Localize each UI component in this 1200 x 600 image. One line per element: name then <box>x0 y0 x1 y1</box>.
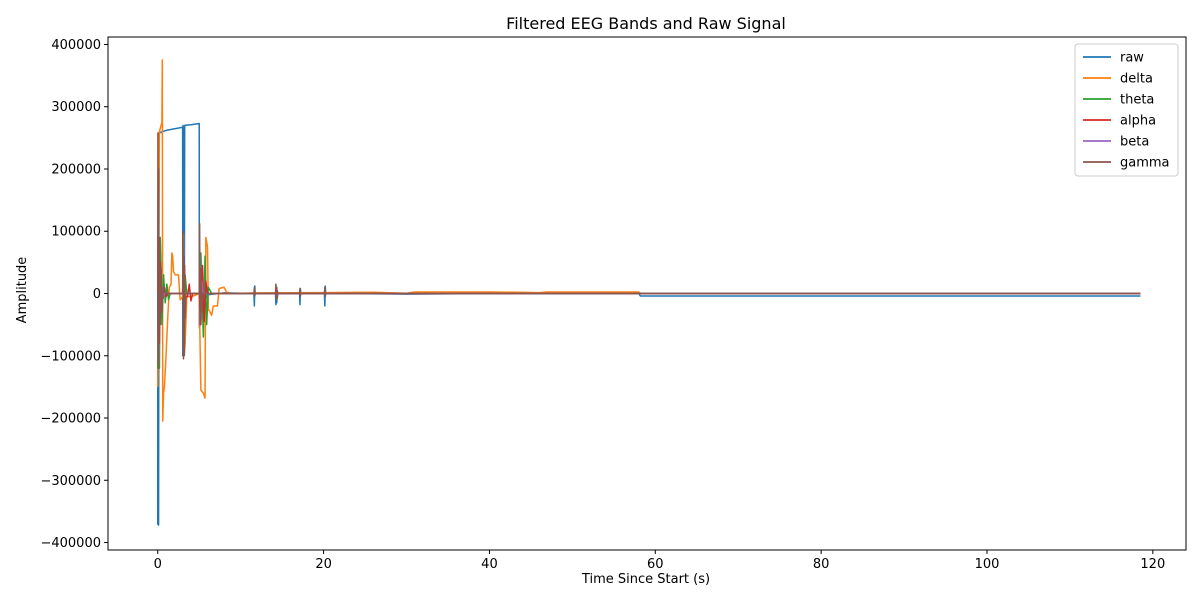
legend-label-gamma: gamma <box>1120 156 1170 171</box>
y-tick-label: −300000 <box>40 474 101 489</box>
x-tick-label: 0 <box>154 557 162 572</box>
y-tick-label: 300000 <box>51 100 101 115</box>
series-layer <box>157 59 1141 526</box>
y-tick-label: 0 <box>93 287 101 302</box>
legend-label-beta: beta <box>1120 135 1149 150</box>
legend-box <box>1074 43 1179 177</box>
x-tick-label: 60 <box>647 557 664 572</box>
y-tick-label: −200000 <box>40 412 101 427</box>
y-tick-label: 100000 <box>51 225 101 240</box>
legend-label-delta: delta <box>1120 72 1153 87</box>
series-line-gamma <box>157 132 1141 369</box>
x-tick-label: 100 <box>975 557 1000 572</box>
legend-label-theta: theta <box>1120 93 1154 108</box>
y-tick-label: 400000 <box>51 38 101 53</box>
series-line-delta <box>157 59 1141 422</box>
y-tick-label: −100000 <box>40 349 101 364</box>
legend: raw delta theta alpha beta gamma <box>1074 43 1179 177</box>
legend-label-alpha: alpha <box>1120 114 1156 129</box>
chart-title: Filtered EEG Bands and Raw Signal <box>506 14 786 33</box>
axes-layer: 0 20 40 60 80 100 120 −400000 −300000 −200000 −100… <box>40 36 1187 572</box>
x-tick-label: 120 <box>1140 557 1165 572</box>
x-tick-label: 40 <box>481 557 498 572</box>
y-tick-label: 200000 <box>51 162 101 177</box>
legend-label-raw: raw <box>1120 51 1144 66</box>
x-tick-label: 80 <box>813 557 830 572</box>
x-axis-label: Time Since Start (s) <box>581 572 710 587</box>
x-tick-label: 20 <box>315 557 332 572</box>
y-axis-label: Amplitude <box>15 257 30 324</box>
y-tick-label: −400000 <box>40 536 101 551</box>
series-line-raw <box>157 122 1141 526</box>
